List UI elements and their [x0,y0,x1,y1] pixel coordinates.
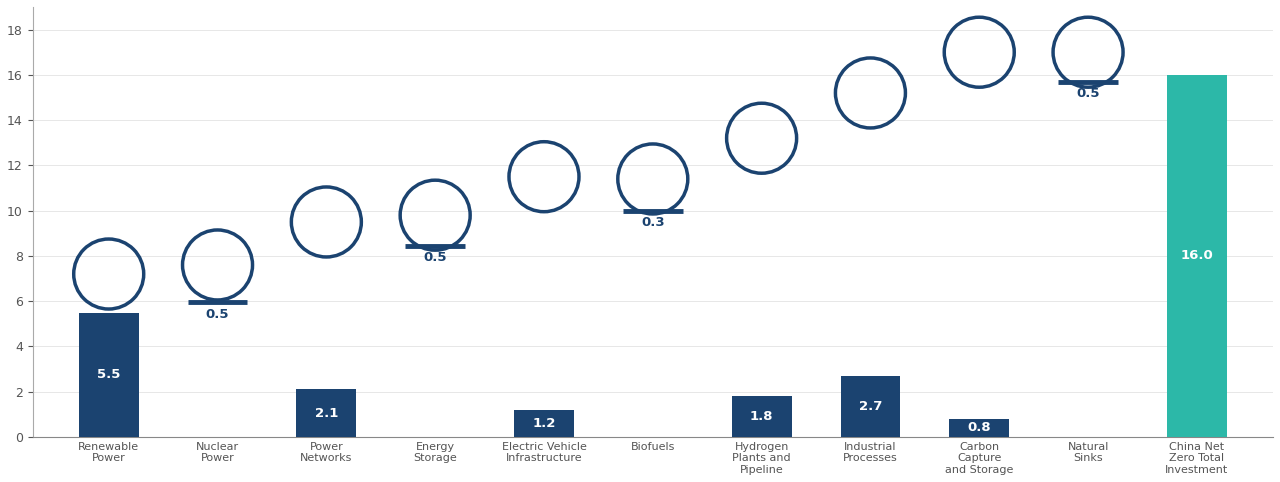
Bar [841,376,900,437]
Text: 2.7: 2.7 [859,400,882,413]
Text: 0.5: 0.5 [424,252,447,265]
Bar [950,419,1009,437]
Text: 1.2: 1.2 [532,417,556,430]
Text: 1.8: 1.8 [750,410,773,423]
Bar [732,396,791,437]
Text: 5.5: 5.5 [97,368,120,381]
Bar [515,410,573,437]
Text: 0.5: 0.5 [1076,87,1100,100]
Text: 0.5: 0.5 [206,308,229,321]
Text: 0.8: 0.8 [968,421,991,434]
Text: 0.3: 0.3 [641,216,664,229]
Bar [79,312,138,437]
Bar [297,389,356,437]
Text: 2.1: 2.1 [315,407,338,420]
Bar [1167,75,1226,437]
Text: 16.0: 16.0 [1180,249,1213,262]
